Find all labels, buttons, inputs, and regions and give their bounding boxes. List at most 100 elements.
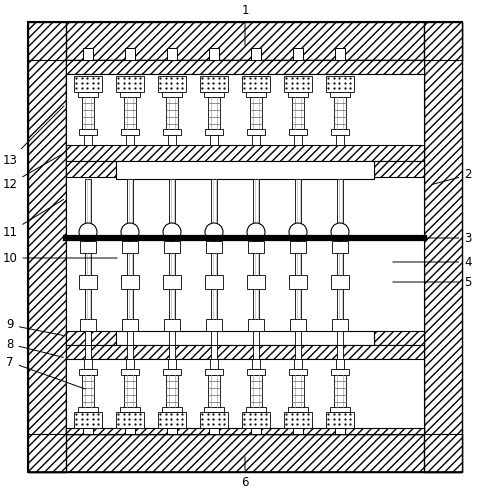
Bar <box>74 76 102 92</box>
Bar <box>85 331 91 345</box>
Bar <box>125 48 135 60</box>
Bar <box>335 428 345 434</box>
Bar <box>253 331 259 345</box>
Bar <box>66 161 116 177</box>
Bar <box>200 412 228 428</box>
Bar <box>127 179 133 232</box>
Bar <box>332 241 348 253</box>
Bar <box>253 345 259 359</box>
Bar <box>246 92 266 97</box>
Bar <box>158 76 186 92</box>
Bar <box>163 129 181 135</box>
Bar <box>293 428 303 434</box>
Bar <box>290 241 306 253</box>
Circle shape <box>79 223 97 241</box>
Bar <box>250 375 262 407</box>
Bar <box>337 289 343 319</box>
Bar <box>66 60 424 434</box>
Bar <box>335 48 345 60</box>
Bar <box>294 359 302 369</box>
Bar <box>79 275 97 289</box>
Bar <box>78 92 98 97</box>
Bar <box>125 428 135 434</box>
Bar <box>334 375 346 407</box>
Bar <box>79 369 97 375</box>
Bar <box>247 369 265 375</box>
Bar <box>200 76 228 92</box>
Bar <box>374 331 424 345</box>
Bar <box>66 60 424 74</box>
Bar <box>116 412 144 428</box>
Bar <box>116 161 374 179</box>
Bar <box>162 92 182 97</box>
Bar <box>337 253 343 275</box>
Circle shape <box>247 223 265 241</box>
Bar <box>251 428 261 434</box>
Bar <box>424 22 462 472</box>
Bar <box>126 359 134 369</box>
Bar <box>85 289 91 319</box>
Text: 3: 3 <box>403 232 472 245</box>
Bar <box>121 369 139 375</box>
Bar <box>211 345 217 359</box>
Bar <box>126 135 134 145</box>
Bar <box>120 92 140 97</box>
Bar <box>66 345 424 359</box>
Bar <box>84 359 92 369</box>
Bar <box>167 428 177 434</box>
Bar <box>295 289 301 319</box>
Bar <box>295 345 301 359</box>
Bar <box>289 129 307 135</box>
Bar <box>253 289 259 319</box>
Bar <box>28 22 462 472</box>
Bar <box>293 48 303 60</box>
Bar <box>251 48 261 60</box>
Bar <box>292 375 304 407</box>
Bar <box>295 179 301 232</box>
Bar <box>164 241 180 253</box>
Text: 9: 9 <box>6 319 63 335</box>
Bar <box>294 135 302 145</box>
Bar <box>28 22 66 472</box>
Text: 12: 12 <box>2 154 64 190</box>
Bar <box>330 407 350 412</box>
Bar <box>326 412 354 428</box>
Bar <box>292 97 304 129</box>
Bar <box>163 369 181 375</box>
Bar <box>162 407 182 412</box>
Bar <box>127 331 133 345</box>
Bar <box>253 179 259 232</box>
Bar <box>85 179 91 232</box>
Bar <box>169 179 175 232</box>
Bar <box>166 97 178 129</box>
Bar <box>66 145 424 161</box>
Bar <box>326 76 354 92</box>
Bar <box>127 345 133 359</box>
Bar <box>247 129 265 135</box>
Bar <box>337 345 343 359</box>
Bar <box>168 359 176 369</box>
Text: 10: 10 <box>2 251 117 264</box>
Bar <box>83 48 93 60</box>
Bar <box>248 241 264 253</box>
Bar <box>284 76 312 92</box>
Bar <box>332 319 348 331</box>
Bar <box>169 345 175 359</box>
Bar <box>242 76 270 92</box>
Bar <box>209 48 219 60</box>
Bar <box>85 345 91 359</box>
Bar <box>209 428 219 434</box>
Bar <box>80 241 96 253</box>
Bar <box>78 407 98 412</box>
Bar <box>79 129 97 135</box>
Text: 8: 8 <box>6 337 63 357</box>
Circle shape <box>205 223 223 241</box>
Bar <box>206 241 222 253</box>
Bar <box>204 92 224 97</box>
Bar <box>337 331 343 345</box>
Bar <box>208 97 220 129</box>
Bar <box>211 331 217 345</box>
Bar <box>66 428 424 434</box>
Bar <box>331 275 349 289</box>
Bar <box>127 289 133 319</box>
